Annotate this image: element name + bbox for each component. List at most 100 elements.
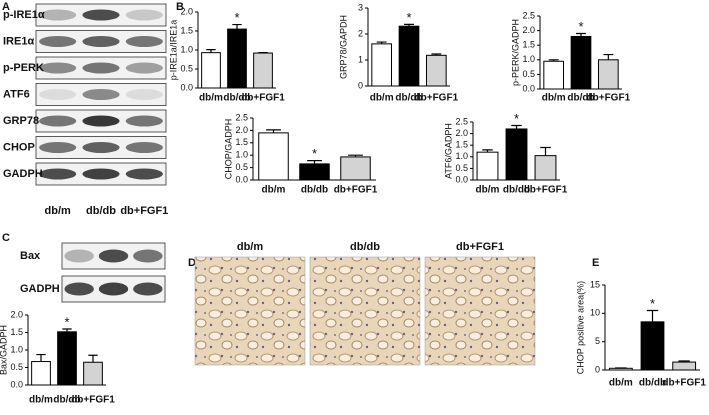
bar xyxy=(673,362,696,370)
error-bar xyxy=(540,148,550,156)
blot-band xyxy=(126,36,163,47)
x-tick-label: db+FGF1 xyxy=(71,395,115,406)
significance-mark: * xyxy=(514,111,519,126)
blot-band xyxy=(82,116,119,127)
bar xyxy=(571,36,591,89)
y-axis-label: p-PERK/GADPH xyxy=(510,19,520,86)
blot-label: IRE1α xyxy=(3,35,34,47)
blot-band xyxy=(126,89,163,100)
blot-band xyxy=(82,36,119,47)
blot-band xyxy=(39,89,76,100)
x-tick-label: db/m xyxy=(370,93,394,104)
y-tick-label: 0.0 xyxy=(235,174,248,184)
blot-label: GADPH xyxy=(3,168,43,180)
bar xyxy=(58,332,77,385)
y-tick-label: 1.0 xyxy=(180,44,193,54)
histology-image xyxy=(310,257,420,365)
blot-label: ATF6 xyxy=(3,88,30,100)
lane-label: db+FGF1 xyxy=(120,205,168,217)
bar xyxy=(341,157,371,180)
x-tick-label: db/db xyxy=(301,185,328,196)
image-title: db/db xyxy=(350,241,380,253)
y-tick-label: 2.0 xyxy=(522,25,535,35)
x-tick-label: db+FGF1 xyxy=(334,185,378,196)
blot-label: GRP78 xyxy=(3,115,39,127)
y-tick-label: 1.5 xyxy=(180,25,193,35)
blot-band xyxy=(99,283,128,296)
y-tick-label: 0.0 xyxy=(455,174,468,184)
y-tick-label: 10 xyxy=(590,308,600,318)
blot-label: CHOP xyxy=(3,141,35,153)
y-tick-label: 0 xyxy=(595,364,600,374)
blot-band xyxy=(82,142,119,153)
y-tick-label: 1 xyxy=(358,54,363,64)
significance-mark: * xyxy=(406,10,411,25)
y-axis-label: CHOP positive area(%) xyxy=(575,281,585,374)
significance-mark: * xyxy=(64,314,69,329)
panel-letter: C xyxy=(2,232,10,244)
y-tick-label: 1.5 xyxy=(10,327,23,337)
blot-label: Bax xyxy=(20,250,41,262)
blot-band xyxy=(64,250,93,263)
y-tick-label: 0.0 xyxy=(522,83,535,93)
y-axis-label: CHOP/GADPH xyxy=(223,119,233,180)
error-bar xyxy=(232,25,241,30)
y-tick-label: 1.5 xyxy=(455,140,468,150)
bar xyxy=(426,55,446,86)
error-bar xyxy=(88,355,97,362)
blot-band xyxy=(39,36,76,47)
lane-label: db/db xyxy=(86,205,116,217)
bar xyxy=(544,61,564,89)
blot-band xyxy=(126,116,163,127)
blot-band xyxy=(39,116,76,127)
significance-mark: * xyxy=(650,296,655,311)
x-tick-label: db/m xyxy=(542,93,566,104)
bar xyxy=(535,156,556,180)
x-tick-label: db+FGF1 xyxy=(415,93,459,104)
blot-band xyxy=(99,250,128,263)
panel-letter: E xyxy=(592,257,599,269)
y-tick-label: 2.0 xyxy=(180,6,193,16)
blot-band xyxy=(133,283,162,296)
error-bar xyxy=(603,55,613,60)
bar xyxy=(84,362,103,385)
y-tick-label: 2.5 xyxy=(455,116,468,126)
x-tick-label: db/m xyxy=(29,395,53,406)
y-tick-label: 0.5 xyxy=(180,63,193,73)
y-tick-label: 3 xyxy=(358,2,363,12)
error-bar xyxy=(36,355,45,362)
x-tick-label: db+FGF1 xyxy=(524,185,568,196)
blot-band xyxy=(126,63,163,74)
y-tick-label: 5 xyxy=(595,336,600,346)
x-tick-label: db/m xyxy=(476,185,500,196)
blot-band xyxy=(126,10,163,21)
blot-band xyxy=(126,169,163,180)
blot-band xyxy=(133,250,162,263)
y-tick-label: 0.0 xyxy=(180,82,193,92)
y-tick-label: 1.0 xyxy=(522,54,535,64)
y-tick-label: 15 xyxy=(590,279,600,289)
histology-image xyxy=(195,257,305,365)
blot-label: p-IRE1α xyxy=(3,9,45,21)
bar xyxy=(32,362,51,385)
blot-band xyxy=(82,169,119,180)
y-tick-label: 0.0 xyxy=(10,379,23,389)
y-tick-label: 1.0 xyxy=(455,151,468,161)
bar xyxy=(477,152,498,180)
y-tick-label: 0.5 xyxy=(455,163,468,173)
y-axis-label: GRP78/GAPDH xyxy=(338,15,348,79)
histology-image xyxy=(425,257,535,365)
error-bar xyxy=(511,125,521,128)
lane-label: db/m xyxy=(45,205,71,217)
y-tick-label: 2.0 xyxy=(10,309,23,319)
y-tick-label: 0.5 xyxy=(522,69,535,79)
y-tick-label: 2.5 xyxy=(522,10,535,20)
blot-band xyxy=(82,89,119,100)
bar xyxy=(399,26,419,86)
blot-label: p-PERK xyxy=(3,62,44,74)
blot-label: GADPH xyxy=(20,283,60,295)
blot-band xyxy=(82,63,119,74)
y-tick-label: 0 xyxy=(358,80,363,90)
x-tick-label: db/m xyxy=(609,378,633,389)
bar xyxy=(228,29,247,88)
